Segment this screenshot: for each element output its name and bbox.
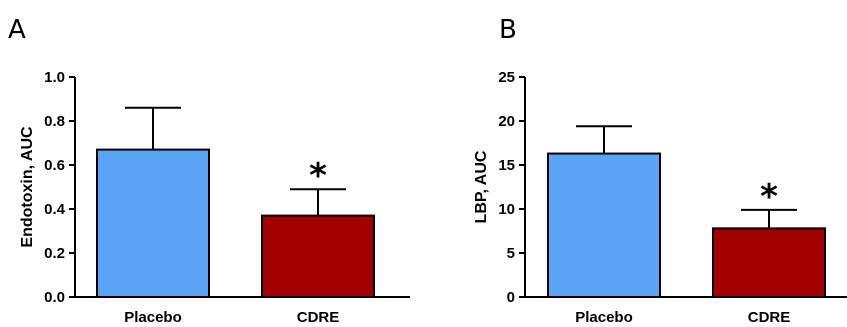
y-axis-label: Endotoxin, AUC — [19, 126, 36, 248]
y-tick-label: 0.4 — [44, 201, 66, 218]
y-axis-label: LBP, AUC — [473, 150, 490, 223]
bar-placebo — [547, 152, 661, 298]
chart-panel-a: A Endotoxin, AUC 0.0 0.2 0.4 0.6 0.8 1.0 Placebo… — [8, 15, 410, 326]
chart-panel-b: B LBP, AUC 0 5 10 15 20 25 Placebo * CDRE — [473, 15, 847, 326]
y-tick-label: 15 — [498, 157, 515, 174]
y-tick-label: 1.0 — [44, 69, 65, 86]
y-tick-label: 0.0 — [44, 289, 65, 306]
bar-cdre — [261, 214, 375, 299]
y-tick-label: 0 — [507, 289, 515, 306]
y-tick-label: 0.2 — [44, 245, 65, 262]
bar-cdre — [712, 227, 826, 298]
y-tick-label: 0.8 — [44, 113, 65, 130]
y-tick-label: 5 — [507, 245, 515, 262]
y-tick-label: 20 — [498, 113, 515, 130]
x-tick-label: Placebo — [575, 309, 633, 326]
bar-placebo — [96, 148, 210, 298]
y-tick-label: 10 — [498, 201, 515, 218]
y-tick-label: 0.6 — [44, 157, 65, 174]
x-tick-label: Placebo — [124, 309, 182, 326]
y-tick-label: 25 — [498, 69, 515, 86]
x-tick-label: CDRE — [297, 309, 340, 326]
panel-letter: A — [8, 15, 26, 45]
significance-marker: * — [309, 156, 327, 196]
significance-marker: * — [760, 177, 778, 217]
panel-letter: B — [499, 15, 517, 45]
x-tick-label: CDRE — [748, 309, 791, 326]
